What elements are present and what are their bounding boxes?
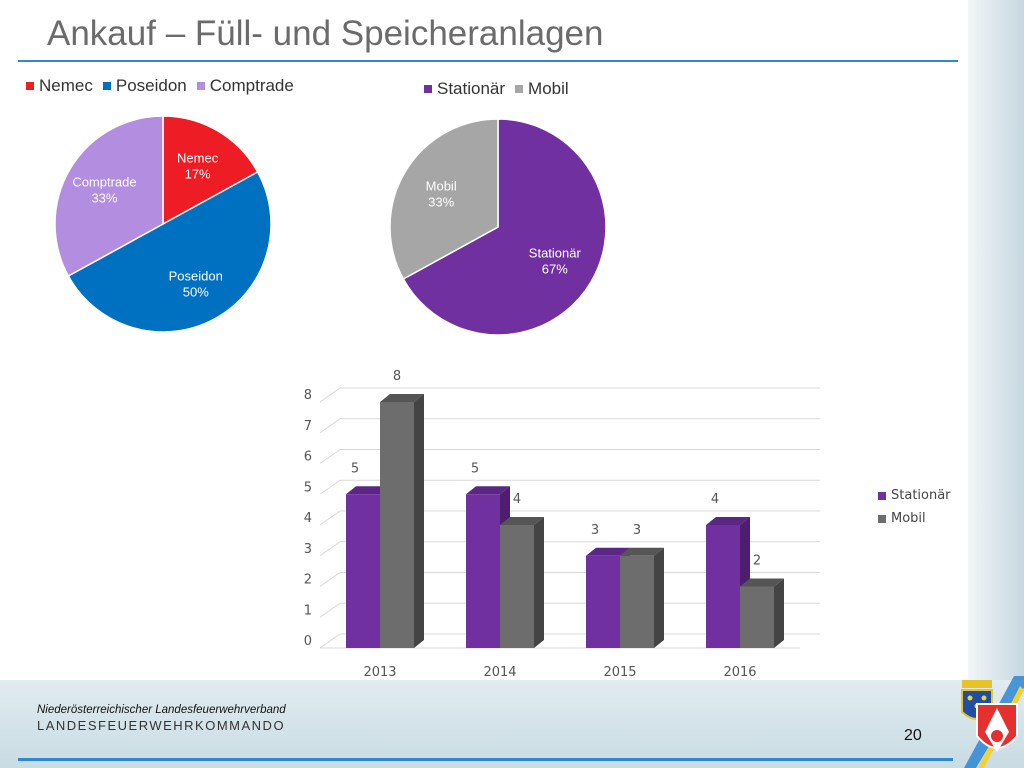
legend-label: Nemec [39, 76, 93, 95]
gridline-side [319, 387, 341, 403]
legend-label: Mobil [891, 511, 926, 526]
pie-slice-label: Comptrade [72, 174, 136, 189]
bar-side [774, 578, 784, 648]
pie2-legend: Stationär Mobil [424, 79, 579, 99]
bar-top [586, 547, 630, 556]
gridline-side [319, 572, 341, 587]
bar-top [620, 547, 664, 556]
legend-item-nemec: Nemec [26, 76, 93, 96]
page-number: 20 [904, 727, 922, 744]
y-tick-label: 4 [304, 511, 312, 526]
pie-slice-label: Mobil [426, 178, 457, 193]
pie-slice-percent: 33% [428, 194, 454, 209]
legend-swatch [26, 82, 34, 90]
pie-slice-mobil [389, 118, 499, 281]
bar-side [414, 394, 424, 648]
footer-band [0, 680, 1024, 768]
legend-swatch [424, 85, 432, 93]
footer-command: LANDESFEUERWEHRKOMMANDO [37, 718, 286, 733]
pie-slice-percent: 50% [183, 285, 209, 300]
legend-swatch [878, 514, 886, 523]
bar-value-label: 8 [393, 369, 401, 384]
pie-slice-poseidon [67, 170, 272, 333]
bar-top [706, 517, 750, 525]
bar-top [466, 486, 510, 495]
bar-stationär-2015 [586, 555, 620, 648]
title-divider [18, 60, 958, 62]
fire-brigade-emblem-icon [976, 703, 1018, 752]
gridline-side [319, 633, 341, 649]
legend-item-stationaer: Stationär [878, 488, 951, 503]
y-tick-label: 0 [304, 634, 312, 649]
legend-item-stationaer: Stationär [424, 79, 505, 99]
bar-value-label: 5 [471, 461, 479, 476]
bar-stationär-2016 [706, 525, 740, 648]
gridline-side [319, 541, 341, 557]
x-tick-label: 2015 [603, 665, 636, 680]
x-tick-label: 2016 [723, 665, 756, 680]
bar-chart-legend: Stationär Mobil [878, 488, 961, 534]
y-tick-label: 5 [304, 480, 312, 495]
bar-side [654, 547, 664, 648]
legend-swatch [196, 82, 205, 90]
bar-mobil-2013 [380, 402, 414, 648]
footer-divider [18, 758, 953, 761]
pie-slice-comptrade [54, 115, 164, 278]
legend-swatch [878, 491, 886, 500]
gridline-side [319, 418, 341, 434]
footer-organization: Niederösterreichischer Landesfeuerwehrve… [37, 704, 286, 716]
pie-slice-label: Nemec [177, 150, 219, 165]
legend-swatch [515, 85, 524, 93]
gridline-side [319, 602, 341, 618]
gridline-side [319, 510, 341, 526]
bar-stationär-2014 [466, 494, 500, 648]
bar-mobil-2016 [740, 586, 774, 648]
legend-item-mobil: Mobil [515, 79, 569, 99]
pie1-legend: Nemec Poseidon Comptrade [26, 76, 304, 96]
y-tick-label: 8 [304, 388, 312, 403]
bar-value-label: 5 [351, 461, 359, 476]
legend-label: Mobil [528, 79, 569, 98]
bar-side [534, 517, 544, 648]
bar-top [740, 578, 784, 587]
pie-slice-percent: 67% [542, 262, 568, 277]
x-tick-label: 2014 [483, 665, 516, 680]
pie-slice-nemec [162, 115, 259, 226]
x-tick-label: 2013 [363, 665, 396, 680]
bar-value-label: 3 [633, 523, 641, 538]
pie-slice-label: Stationär [529, 246, 582, 261]
legend-swatch [102, 82, 111, 90]
legend-label: Comptrade [209, 76, 294, 95]
bar-value-label: 4 [711, 492, 719, 507]
y-tick-label: 2 [304, 573, 312, 588]
pie-slice-label: Poseidon [169, 269, 223, 284]
gridline-side [319, 449, 341, 464]
bar-top [346, 486, 390, 495]
right-decoration-panel [968, 0, 1024, 768]
legend-label: Stationär [891, 488, 951, 503]
bar-value-label: 4 [513, 492, 521, 507]
y-tick-label: 3 [304, 542, 312, 557]
legend-item-poseidon: Poseidon [102, 76, 187, 96]
y-tick-label: 7 [304, 419, 312, 434]
y-tick-label: 6 [304, 450, 312, 465]
bar-value-label: 2 [753, 554, 761, 569]
slide-title: Ankauf – Füll- und Speicheranlagen [47, 14, 604, 53]
bar-top [500, 517, 544, 525]
bar-value-label: 3 [591, 523, 599, 538]
legend-label: Stationär [437, 79, 506, 98]
y-tick-label: 1 [304, 603, 312, 618]
legend-item-mobil: Mobil [878, 511, 951, 526]
bar-stationär-2013 [346, 494, 380, 648]
legend-item-comptrade: Comptrade [196, 76, 294, 96]
legend-label: Poseidon [115, 76, 187, 95]
bar-mobil-2015 [620, 555, 654, 648]
pie-slice-stationär [402, 118, 607, 336]
pie-slice-percent: 17% [185, 166, 211, 181]
gridline-side [319, 479, 341, 495]
bar-top [380, 394, 424, 402]
pie-slice-percent: 33% [91, 190, 117, 205]
bar-mobil-2014 [500, 525, 534, 648]
